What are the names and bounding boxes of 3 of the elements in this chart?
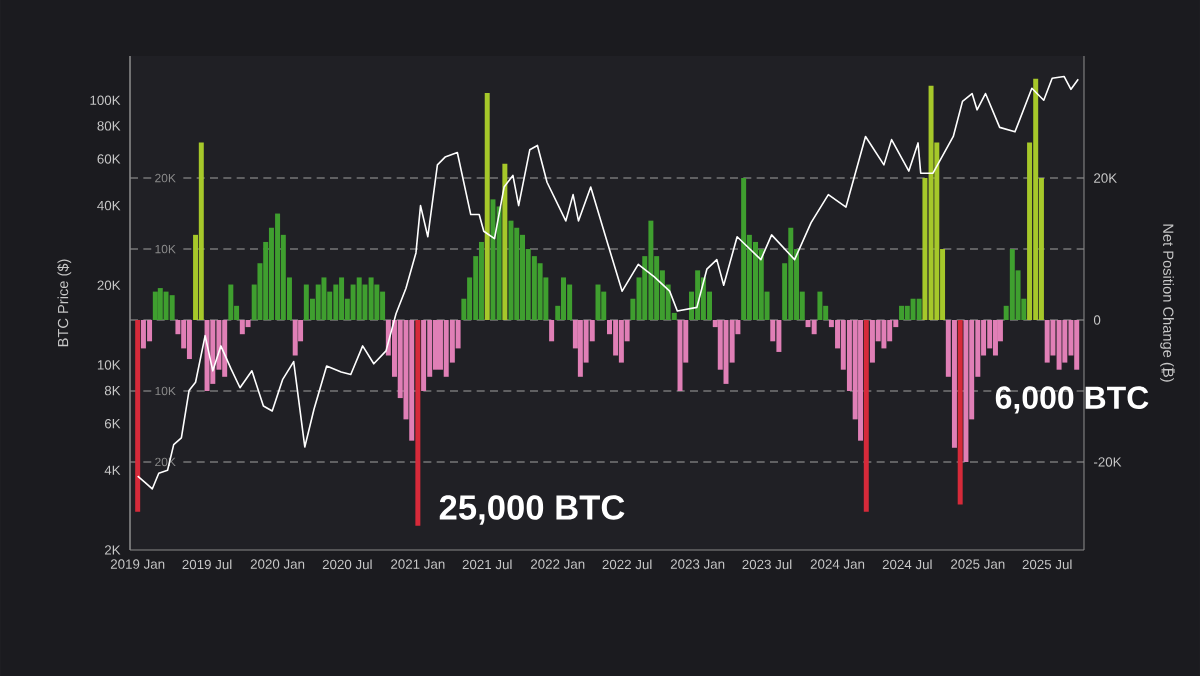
line-series bbox=[136, 75, 1080, 490]
annotation: 6,000 BTC bbox=[995, 386, 1149, 414]
annotation: 25,000 BTC bbox=[439, 495, 625, 525]
